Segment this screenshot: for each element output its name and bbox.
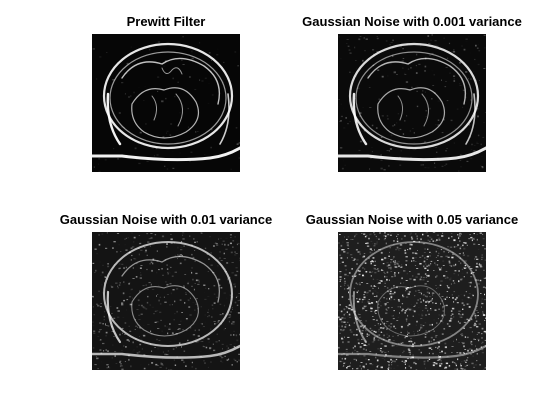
ct-chest-edge-map-low-noise-icon <box>338 34 486 172</box>
panel-title: Gaussian Noise with 0.001 variance <box>302 14 522 29</box>
edge-image <box>338 34 486 172</box>
edge-image <box>92 232 240 370</box>
panel-prewitt-filter: Prewitt Filter <box>36 14 296 184</box>
panel-noise-005: Gaussian Noise with 0.05 variance <box>282 212 542 382</box>
ct-chest-edge-map-medium-noise-icon <box>92 232 240 370</box>
ct-chest-edge-map-icon <box>92 34 240 172</box>
ct-chest-edge-map-high-noise-icon <box>338 232 486 370</box>
panel-title: Prewitt Filter <box>126 14 206 29</box>
panel-title: Gaussian Noise with 0.05 variance <box>305 212 519 227</box>
panel-title: Gaussian Noise with 0.01 variance <box>59 212 273 227</box>
edge-image <box>92 34 240 172</box>
panel-noise-0001: Gaussian Noise with 0.001 variance <box>282 14 542 184</box>
panel-noise-001: Gaussian Noise with 0.01 variance <box>36 212 296 382</box>
edge-image <box>338 232 486 370</box>
